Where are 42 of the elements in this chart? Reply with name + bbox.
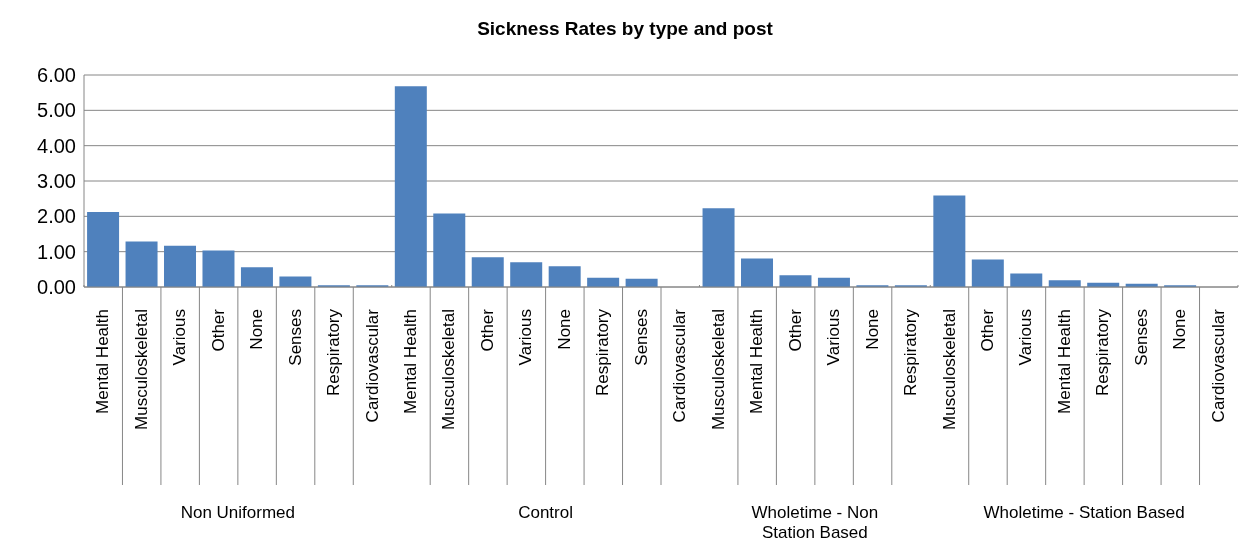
x-tick-label: Various [824, 309, 844, 366]
text: Control [517, 503, 574, 523]
x-tick-label: Cardiovascular [670, 308, 690, 423]
x-tick-label: Musculoskeletal [708, 309, 728, 430]
x-tick-label: Various [516, 309, 536, 366]
x-tick-label: Mental Health [400, 309, 420, 414]
x-tick-label: Respiratory [1093, 308, 1113, 396]
x-tick-label: Respiratory [593, 308, 613, 396]
x-tick-label: None [554, 309, 574, 350]
y-tick-label: 4.00 [37, 134, 76, 157]
y-tick-label: 6.00 [37, 64, 76, 87]
x-tick-label: Various [1016, 309, 1036, 366]
y-tick-label: 5.00 [37, 99, 76, 122]
x-tick-label: Musculoskeletal [439, 309, 459, 430]
x-tick-label: Mental Health [747, 309, 767, 414]
x-tick-label: Other [785, 308, 805, 352]
y-tick-label: 3.00 [37, 170, 76, 193]
x-tick-label: Cardiovascular [1208, 308, 1228, 423]
x-tick-label: Other [208, 308, 228, 352]
text: Non Uniformed [179, 503, 296, 523]
x-tick-label: Cardiovascular [362, 308, 382, 423]
x-tick-label: Various [170, 309, 190, 366]
x-tick-label: Other [477, 308, 497, 352]
text: Wholetime - Station Based [982, 503, 1186, 523]
x-tick-label: Musculoskeletal [939, 309, 959, 430]
x-tick-label: Musculoskeletal [131, 309, 151, 430]
x-tick-label: Respiratory [901, 308, 921, 396]
x-tick-label: Other [977, 308, 997, 352]
x-tick-label: None [247, 309, 267, 350]
x-tick-label: Senses [631, 309, 651, 366]
y-tick-label: 2.00 [37, 205, 76, 228]
x-tick-label: Senses [285, 309, 305, 366]
text: Wholetime - Non Station Based [750, 503, 880, 543]
y-tick-label: 1.00 [37, 240, 76, 263]
x-tick-label: None [1170, 309, 1190, 350]
x-tick-label: None [862, 309, 882, 350]
chart-title: Sickness Rates by type and post [476, 18, 774, 40]
y-tick-label: 0.00 [37, 276, 76, 299]
x-tick-label: Respiratory [324, 308, 344, 396]
x-tick-label: Mental Health [93, 309, 113, 414]
x-tick-label: Senses [1131, 309, 1151, 366]
x-tick-label: Mental Health [1054, 309, 1074, 414]
